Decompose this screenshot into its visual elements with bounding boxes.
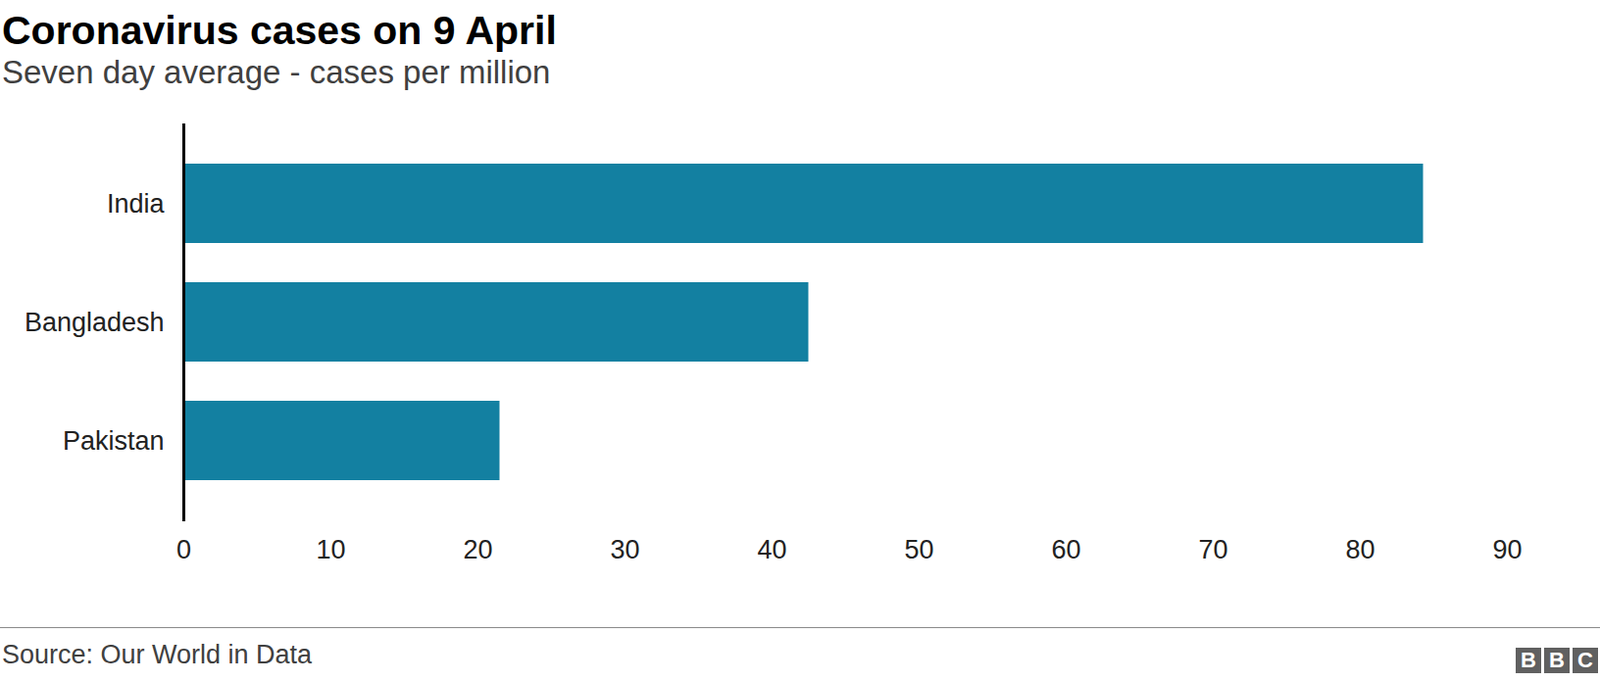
svg-text:10: 10 xyxy=(315,535,346,565)
html-text:B: B xyxy=(1520,648,1537,673)
svg-text:80: 80 xyxy=(1345,535,1375,565)
svg-text:Pakistan: Pakistan xyxy=(62,426,165,456)
html-text:B: B xyxy=(1549,648,1565,673)
svg-text:60: 60 xyxy=(1050,535,1081,565)
svg-text:40: 40 xyxy=(756,535,787,565)
svg-text:Bangladesh: Bangladesh xyxy=(24,307,165,338)
svg-text:90: 90 xyxy=(1492,535,1522,565)
html-text:Source: Our World in Data: Source: Our World in Data xyxy=(1,640,312,670)
svg-text:30: 30 xyxy=(609,535,640,565)
html-text:Coronavirus cases on 9 April: Coronavirus cases on 9 April xyxy=(1,7,557,53)
svg-text:50: 50 xyxy=(903,535,934,565)
svg-text:India: India xyxy=(106,189,166,219)
svg-text:0: 0 xyxy=(176,535,192,565)
html-text:C: C xyxy=(1577,648,1594,673)
svg-text:20: 20 xyxy=(462,535,493,565)
svg-text:70: 70 xyxy=(1198,535,1228,565)
html-text:Seven day average - cases per: Seven day average - cases per million xyxy=(1,53,551,91)
